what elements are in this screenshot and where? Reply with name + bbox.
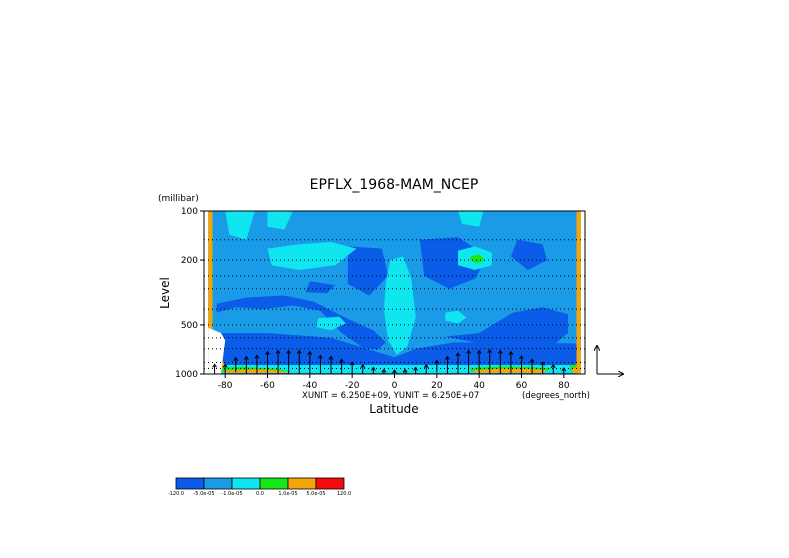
contour-region-6 [510,239,547,270]
contour-region-1 [216,295,386,350]
x-tick-label--40: -40 [302,381,317,391]
ep-vector-head-18 [402,368,408,373]
colorbar-swatch-4 [287,477,317,490]
contour-region-23 [576,211,581,374]
y-tick-label-100: 100 [181,207,198,217]
ep-vector-head-6 [275,349,281,354]
ep-vector-head-11 [328,355,334,360]
contour-region-8 [225,211,255,240]
ep-vector-head-28 [508,350,514,355]
colorbar-level-5: 5.0e-05 [306,491,325,497]
x-axis-title: Latitude [369,402,418,416]
colorbar-level-1: -5.0e-05 [194,491,215,497]
contour-region-3 [445,307,569,349]
ep-vector-head-14 [360,363,366,369]
x-tick-label-20: 20 [431,381,443,391]
contour-region-7 [305,281,336,294]
contour-region-9 [267,211,293,230]
contour-fill-layer [208,211,581,374]
ep-vector-head-23 [455,352,461,357]
vector-reference-key [597,346,623,374]
contour-region-27 [572,366,581,373]
ep-vector-head-30 [529,358,535,363]
ep-vector-head-10 [318,354,323,359]
y-units-label: (millibar) [158,194,199,204]
x-tick-label--20: -20 [345,381,360,391]
ep-vector-head-8 [296,349,302,354]
contour-region-14 [316,316,346,331]
x-tick-label-60: 60 [516,381,528,391]
colorbar: -120.0 -5.0e-05 -1.0e-05 0.0 1.0e-05 5.0e-05 1… [168,477,351,497]
ep-vector-head-17 [392,369,397,374]
ep-vector-head-32 [550,363,556,369]
colorbar-level-2: -1.0e-05 [222,491,243,497]
ep-vector-head-33 [561,367,567,372]
chart-title: EPFLX_1968-MAM_NCEP [310,177,479,193]
contour-region-11 [267,242,357,270]
contour-region-4 [347,246,389,296]
ep-vector-head-21 [434,359,440,364]
ep-vector-head-20 [423,363,429,369]
contour-region-15 [445,310,467,324]
contour-region-13 [383,256,416,355]
y-tick-label-500: 500 [181,321,198,331]
colorbar-swatch-3 [259,477,289,490]
x-units-label: (degrees_north) [522,391,590,401]
y-tick-label-200: 200 [181,256,198,266]
ep-vector-head-25 [476,349,482,354]
ep-vector-head-24 [466,349,471,354]
y-tick-label-1000: 1000 [175,370,198,380]
contour-region-18 [470,254,486,264]
colorbar-level-3: 0.0 [256,491,264,497]
colorbar-swatch-0 [175,477,205,490]
x-axis: -80 -60 -40 -20 0 20 40 60 80 [218,374,570,391]
colorbar-swatch-1 [203,477,233,490]
colorbar-level-6: 120.0 [337,491,351,497]
ep-vector-head-0 [212,363,217,368]
contour-region-10 [458,211,484,227]
colorbar-swatch-2 [231,477,261,490]
x-tick-label--60: -60 [260,381,275,391]
vector-scale-label: XUNIT = 6.250E+09, YUNIT = 6.250E+07 [302,391,479,401]
ep-vector-head-31 [540,361,546,366]
x-tick-label-80: 80 [558,381,570,391]
ep-vector-head-27 [497,349,503,354]
ep-vector-head-4 [254,354,260,359]
ep-vector-head-29 [519,355,524,360]
ep-vector-head-2 [233,356,239,362]
ep-vector-head-22 [445,355,450,360]
ep-vector-head-26 [487,348,493,354]
ep-vector-head-15 [370,366,376,371]
colorbar-level-4: 1.0e-05 [278,491,297,497]
ep-vector-head-19 [413,366,419,371]
ep-vector-head-3 [243,355,249,360]
y-axis-title: Level [158,277,172,309]
vector-layer [212,348,567,374]
colorbar-swatch-5 [315,477,345,490]
ep-vector-head-7 [286,349,292,354]
ep-vector-head-9 [307,350,313,355]
ep-vector-head-12 [339,358,344,363]
colorbar-level-0: -120.0 [168,491,184,497]
x-tick-label-0: 0 [392,381,398,391]
ep-vector-head-5 [265,350,270,355]
x-tick-label--80: -80 [218,381,233,391]
x-tick-label-40: 40 [473,381,485,391]
ep-vector-head-1 [222,363,228,368]
ep-vector-head-16 [381,368,387,373]
contour-region-2 [212,333,577,367]
y-axis: 100 200 500 1000 [175,207,204,380]
